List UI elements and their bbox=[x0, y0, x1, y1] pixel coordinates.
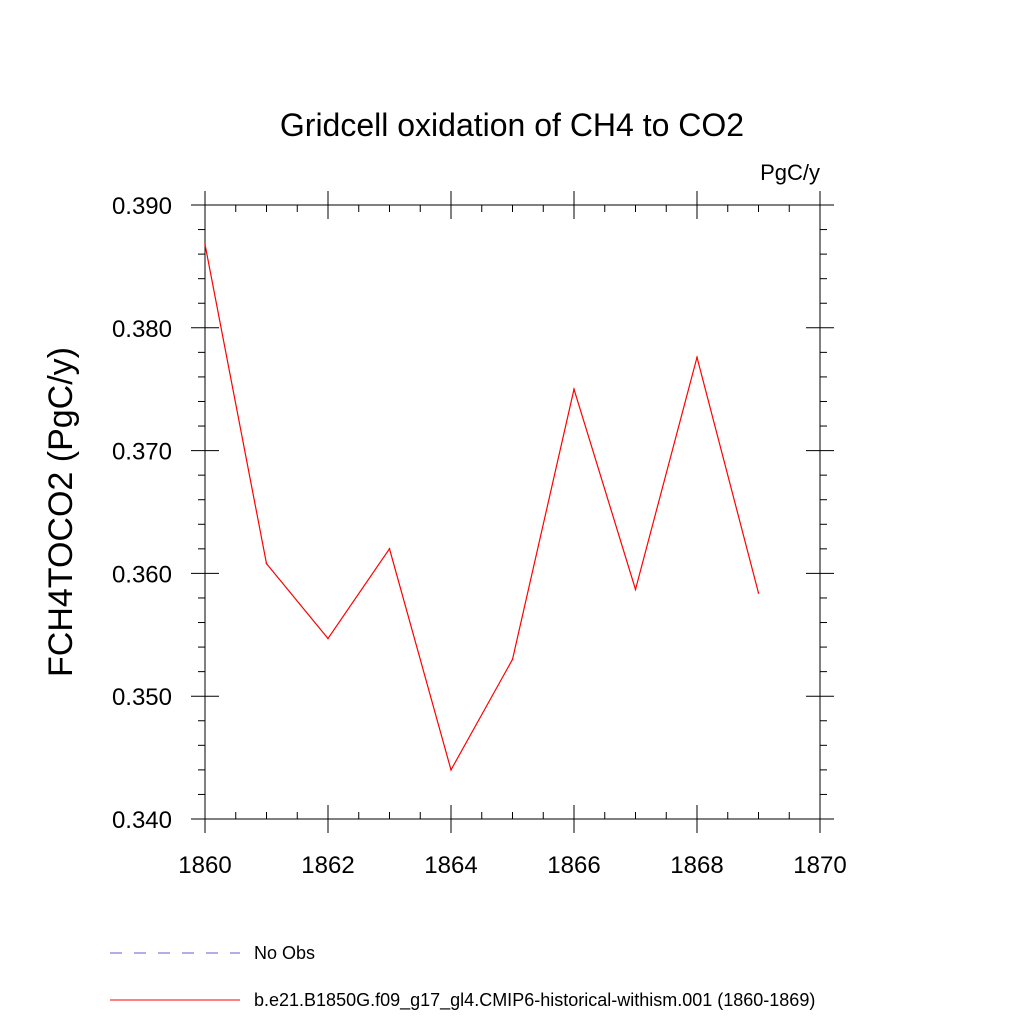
x-tick-label: 1862 bbox=[301, 852, 354, 879]
x-tick-label: 1870 bbox=[793, 852, 846, 879]
legend: No Obs b.e21.B1850G.f09_g17_gl4.CMIP6-his… bbox=[110, 943, 815, 1011]
data-point bbox=[388, 548, 391, 550]
y-tick-label: 0.370 bbox=[112, 439, 172, 466]
y-tick-label: 0.340 bbox=[112, 807, 172, 834]
y-axis-label: FCH4TOCO2 (PgC/y) bbox=[42, 347, 80, 677]
data-point bbox=[757, 592, 760, 594]
plot-area-frame bbox=[204, 204, 821, 820]
x-tick-label: 1864 bbox=[424, 852, 477, 879]
legend-label: b.e21.B1850G.f09_g17_gl4.CMIP6-historica… bbox=[254, 990, 815, 1011]
y-tick-label: 0.390 bbox=[112, 193, 172, 220]
chart-title: Gridcell oxidation of CH4 to CO2 bbox=[280, 107, 744, 143]
y-tick-label: 0.360 bbox=[112, 561, 172, 588]
series-layer bbox=[204, 243, 760, 772]
data-point bbox=[450, 769, 452, 771]
data-point bbox=[634, 588, 637, 591]
data-point bbox=[696, 356, 698, 359]
legend-label: No Obs bbox=[254, 943, 315, 963]
data-point bbox=[265, 562, 268, 565]
tick-labels: 1860 1862 1864 1866 1868 1870 0.340 0.350 0.360 0… bbox=[112, 193, 847, 879]
data-point bbox=[327, 637, 329, 640]
data-point bbox=[204, 243, 206, 246]
x-tick-label: 1868 bbox=[670, 852, 723, 879]
x-tick-label: 1860 bbox=[178, 852, 231, 879]
units-label: PgC/y bbox=[760, 160, 820, 185]
series-line bbox=[204, 244, 760, 772]
x-tick-label: 1866 bbox=[547, 852, 600, 879]
y-tick-label: 0.380 bbox=[112, 316, 172, 343]
data-point bbox=[573, 388, 575, 391]
axis-ticks bbox=[191, 191, 834, 833]
y-tick-label: 0.350 bbox=[112, 684, 172, 711]
data-point bbox=[511, 658, 514, 661]
